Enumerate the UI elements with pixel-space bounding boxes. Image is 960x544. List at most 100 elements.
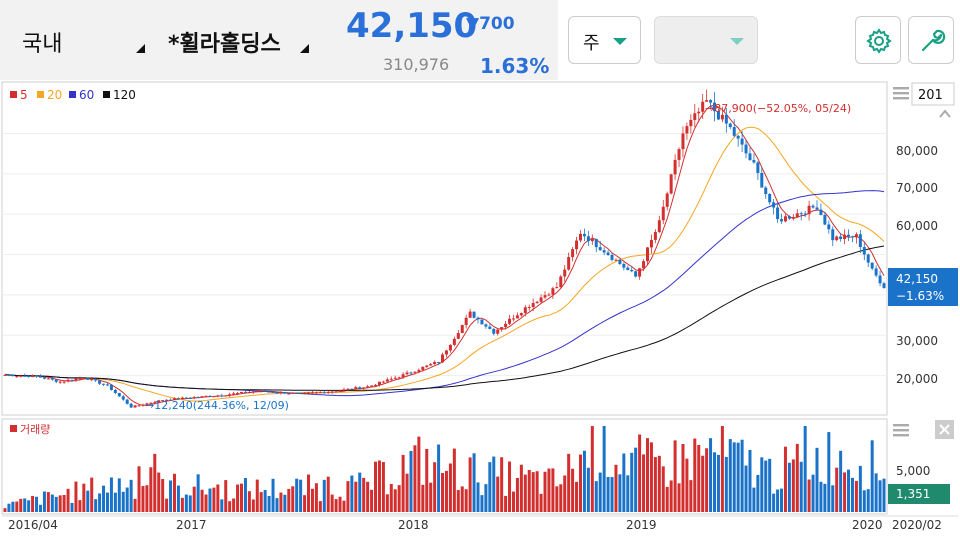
volume-bar	[693, 438, 697, 512]
volume-menu-icon[interactable]	[893, 424, 909, 437]
volume-bar	[578, 454, 582, 512]
volume-bar	[23, 498, 27, 512]
scale-input-box[interactable]	[911, 82, 955, 106]
legend-20-swatch	[37, 91, 44, 98]
candle-body	[673, 159, 677, 175]
candle-body	[618, 259, 622, 264]
candle-body	[760, 172, 764, 188]
volume-bar	[413, 445, 417, 512]
price-axis-menu-icon[interactable]	[893, 87, 909, 100]
candle-body	[196, 397, 200, 399]
volume-bar	[582, 450, 586, 512]
candle-body	[847, 234, 851, 237]
stock-chart[interactable]: 5 20 60 120 →87,900(−52.05%, 05/24) →12,…	[0, 80, 960, 540]
volume-bar	[452, 448, 456, 512]
candle-body	[212, 396, 216, 398]
y-tick-70000: 70,000	[896, 181, 938, 195]
candle-body	[381, 381, 385, 383]
candle-body	[401, 374, 405, 378]
volume-bar	[188, 495, 192, 512]
volume-bar	[307, 474, 311, 512]
candle-body	[819, 209, 823, 215]
candle-body	[240, 391, 244, 393]
settings-button[interactable]	[855, 16, 901, 64]
candle-body	[370, 385, 374, 387]
volume-bar	[137, 466, 141, 512]
volume-bar	[878, 480, 882, 512]
candle-body	[476, 317, 480, 320]
candle-body	[716, 111, 720, 120]
volume-bar	[409, 450, 413, 512]
volume-bar	[732, 442, 736, 512]
volume-bar	[362, 477, 366, 512]
candle-body	[425, 365, 429, 367]
candle-body	[496, 329, 500, 334]
candle-body	[878, 275, 882, 284]
candle-body	[551, 288, 555, 295]
volume-bar	[393, 489, 397, 512]
current-price-tag-value: 42,150	[896, 272, 938, 286]
volume-bar	[843, 472, 847, 512]
candle-body	[224, 395, 228, 397]
stock-dropdown-corner-icon	[300, 44, 309, 53]
current-price-tag	[888, 268, 958, 306]
volume-bar	[464, 489, 468, 512]
candle-body	[677, 149, 681, 160]
volume-bar	[7, 503, 11, 512]
candle-body	[653, 232, 657, 240]
candle-body	[839, 236, 843, 240]
volume-bar	[330, 494, 334, 512]
candle-body	[720, 114, 724, 120]
candle-body	[744, 144, 748, 154]
volume-bar	[764, 460, 768, 512]
volume-bar	[299, 479, 303, 512]
volume-bar	[350, 475, 354, 512]
volume-bar	[768, 458, 772, 512]
candle-body	[862, 247, 866, 255]
candle-body	[464, 317, 468, 326]
volume-bar	[204, 494, 208, 512]
tools-button[interactable]	[908, 16, 954, 64]
volume-bar	[567, 453, 571, 512]
volume-bar	[531, 472, 535, 512]
volume-bar	[874, 473, 878, 512]
volume-bar	[606, 476, 610, 512]
volume-bar	[153, 453, 157, 512]
volume-bar	[310, 488, 314, 512]
volume-bar	[279, 492, 283, 512]
volume-bar	[645, 438, 649, 512]
candle-body	[685, 126, 689, 134]
candle-body	[169, 399, 173, 401]
scroll-up-icon[interactable]	[937, 107, 953, 121]
candle-body	[259, 390, 263, 392]
market-selector[interactable]: 국내	[22, 32, 63, 57]
volume-bar	[705, 448, 709, 512]
volume-bar	[614, 464, 618, 512]
candle-body	[421, 366, 425, 370]
candle-body	[172, 398, 176, 400]
candle-body	[511, 318, 515, 320]
stock-name-selector[interactable]: *휠라홀딩스	[168, 32, 281, 57]
volume-bars	[3, 426, 886, 512]
candle-body	[125, 399, 129, 404]
candle-body	[803, 213, 807, 215]
volume-bar	[421, 484, 425, 512]
indicator-dropdown[interactable]	[654, 16, 758, 64]
candle-body	[598, 247, 602, 251]
volume-bar	[149, 467, 153, 512]
volume-bar	[862, 490, 866, 512]
period-dropdown[interactable]: 주	[568, 16, 641, 64]
candle-body	[102, 383, 106, 385]
volume-bar	[677, 483, 681, 512]
volume-bar	[322, 479, 326, 512]
close-volume-icon[interactable]	[935, 420, 954, 439]
volume-bar	[385, 494, 389, 512]
volume-bar	[94, 499, 98, 512]
volume-bar	[799, 461, 803, 512]
candle-body	[657, 220, 661, 233]
legend-60: 60	[79, 88, 94, 102]
candle-body	[62, 381, 66, 383]
x-tick-2020: 2020	[852, 518, 883, 532]
candle-body	[515, 315, 519, 319]
candle-body	[622, 263, 626, 268]
